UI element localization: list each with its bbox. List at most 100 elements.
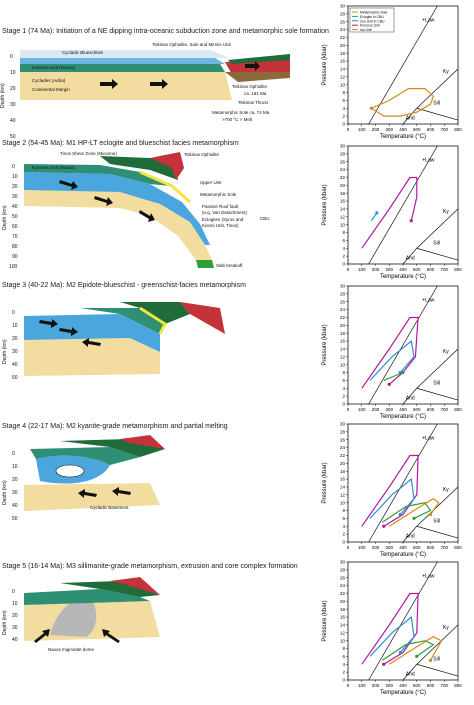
- x-tick-label: 200: [372, 683, 380, 688]
- x-tick-label: 600: [427, 407, 435, 412]
- x-tick-label: 300: [385, 683, 393, 688]
- y-tick-label: 8: [342, 646, 345, 651]
- y-tick-label: 10: [340, 500, 346, 505]
- koronos-layer: [24, 589, 150, 605]
- svg-text:30: 30: [10, 102, 16, 108]
- label-plus-law: +Law: [422, 158, 434, 164]
- label-ophiolite-age: ca. 161 Ma: [244, 91, 267, 96]
- pt-path-3-arrowhead: [415, 654, 419, 659]
- x-axis-label: Temperature (°C): [380, 134, 426, 140]
- label-tsiknias-ophiolite: Tsiknias Ophiolite: [184, 152, 220, 157]
- y-tick-label: 28: [340, 291, 346, 296]
- legend-entry: Ios Unit: [360, 28, 372, 32]
- pt-path-4-arrowhead: [428, 658, 433, 662]
- sole-wedge: [225, 72, 290, 82]
- pt-path-4-arrowhead: [428, 512, 433, 517]
- stage-3-cross-section: Depth (km) 0 10 20 30 40 50: [2, 302, 225, 381]
- label-sillimanite: Sill: [433, 100, 440, 106]
- depth-ticks: 0 10 20 30 40 50 60 70 80 90 100: [9, 164, 18, 270]
- label-continental-margin: Continental Margin: [32, 87, 70, 92]
- x-tick-label: 300: [385, 267, 393, 272]
- y-tick-label: 20: [340, 183, 346, 188]
- ky-sill-boundary: [416, 208, 459, 249]
- stage-4-cross-section: Depth (km) 0 10 20 30 40 50 Cycladic Bas…: [2, 435, 165, 522]
- depth-axis-label: Depth (km): [2, 339, 8, 364]
- y-tick-label: 22: [340, 175, 346, 180]
- y-tick-label: 20: [340, 323, 346, 328]
- and-ky-boundary: [402, 664, 418, 681]
- x-tick-label: 300: [385, 545, 393, 550]
- y-tick-label: 6: [342, 378, 345, 383]
- y-tick-label: 12: [340, 492, 346, 497]
- legend-entry: Eclogite in CBU: [360, 15, 384, 19]
- label-plus-law: +Law: [422, 298, 434, 304]
- label-sillimanite: Sill: [433, 518, 440, 524]
- x-tick-label: 500: [413, 407, 421, 412]
- y-tick-label: 8: [342, 230, 345, 235]
- y-tick-label: 24: [340, 307, 346, 312]
- x-tick-label: 0: [347, 407, 350, 412]
- svg-text:30: 30: [12, 625, 18, 631]
- y-tick-label: 28: [340, 151, 346, 156]
- depth-ticks: 0 10 20 30 40: [12, 589, 18, 643]
- x-tick-label: 200: [372, 267, 380, 272]
- svg-text:60: 60: [12, 224, 18, 230]
- x-tick-label: 500: [413, 683, 421, 688]
- x-tick-label: 400: [399, 683, 407, 688]
- y-tick-label: 12: [340, 630, 346, 635]
- label-tsiknias-ophiolite: Tsiknias Ophiolite: [232, 84, 268, 89]
- x-tick-label: 0: [347, 127, 350, 132]
- x-axis-label: Temperature (°C): [380, 414, 426, 420]
- label-tinos-shear-zone: Tinos Shear Zone (Miocene): [60, 151, 117, 156]
- svg-text:20: 20: [12, 184, 18, 190]
- x-tick-label: 600: [427, 545, 435, 550]
- label-kyanite: Ky: [443, 625, 449, 631]
- stage-1-cross-section: Depth (km) 0 10 20 30 40 50 Cycladic Blu…: [0, 42, 290, 140]
- lawsonite-boundary: [368, 145, 438, 265]
- continental-margin-layer: [20, 72, 232, 100]
- pt-path-1: [361, 454, 419, 527]
- svg-text:80: 80: [12, 244, 18, 250]
- stage-4-title: Stage 4 (22-17 Ma): M2 kyanite-grade met…: [2, 423, 228, 430]
- koronos-layer: [80, 308, 165, 334]
- label-kyanite: Ky: [443, 69, 449, 75]
- y-tick-label: 18: [340, 51, 346, 56]
- y-axis-label: Pressure (kbar): [322, 44, 328, 85]
- svg-text:10: 10: [12, 174, 18, 180]
- label-plus-law: +Law: [422, 18, 434, 24]
- lawsonite-boundary: [368, 423, 438, 543]
- y-tick-label: 12: [340, 74, 346, 79]
- label-sillimanite: Sill: [433, 380, 440, 386]
- svg-text:100: 100: [9, 264, 18, 270]
- y-tick-label: 2: [342, 394, 345, 399]
- depth-ticks: 0 10 20 30 40 50: [12, 451, 18, 522]
- x-tick-label: 700: [440, 407, 448, 412]
- pt-path-3: [382, 502, 432, 523]
- svg-text:0: 0: [10, 54, 13, 60]
- svg-text:40: 40: [12, 204, 18, 210]
- label-kyanite: Ky: [443, 209, 449, 215]
- label-andalusite: And: [406, 115, 415, 121]
- continental-slab: [24, 190, 212, 260]
- koronos-layer: [30, 447, 140, 465]
- svg-text:0: 0: [12, 310, 15, 316]
- y-tick-label: 18: [340, 331, 346, 336]
- ophiolite-wedge: [120, 435, 165, 449]
- svg-text:10: 10: [12, 601, 18, 607]
- x-tick-label: 500: [413, 267, 421, 272]
- y-tick-label: 24: [340, 167, 346, 172]
- pt-path-1-arrowhead: [409, 219, 413, 223]
- depth-axis-label: Depth (km): [2, 480, 8, 505]
- svg-text:50: 50: [12, 375, 18, 381]
- ky-sill-boundary: [416, 348, 459, 389]
- pt-path-1-arrowhead: [382, 524, 386, 528]
- x-tick-label: 800: [454, 407, 462, 412]
- sole-band: [139, 306, 167, 335]
- y-tick-label: 18: [340, 607, 346, 612]
- and-ky-boundary: [402, 526, 418, 543]
- y-tick-label: 16: [340, 615, 346, 620]
- label-slab-breakoff: Slab breakoff: [216, 263, 243, 268]
- svg-text:20: 20: [10, 86, 16, 92]
